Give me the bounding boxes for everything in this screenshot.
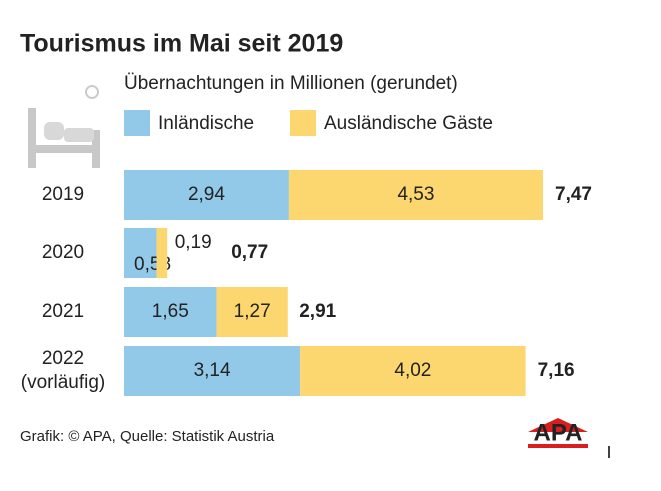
category-label: 2022 (vorläufig) [20, 348, 106, 393]
bar-segment [124, 346, 301, 396]
category-label: 2019 [41, 184, 85, 205]
bar-segment [300, 346, 526, 396]
legend-label: Inländische [158, 113, 254, 134]
bar-segment [288, 170, 543, 220]
value-label: 1,27 [234, 301, 271, 322]
legend-swatch [124, 110, 150, 136]
bed-icon [28, 85, 100, 168]
total-label: 2,91 [299, 301, 336, 322]
total-label: 7,16 [538, 360, 575, 381]
chart-subtitle: Übernachtungen in Millionen (gerundet) [124, 73, 458, 94]
total-label: 7,47 [555, 184, 592, 205]
category-label: 2021 [41, 301, 85, 322]
legend-label: Ausländische Gäste [324, 113, 493, 134]
bar-segment [124, 287, 217, 337]
value-label: 0,19 [175, 232, 212, 253]
value-label: 4,02 [394, 360, 431, 381]
value-label: 3,14 [194, 360, 231, 381]
bar-segment [124, 228, 157, 278]
logo-text: APA [534, 419, 583, 446]
source-note: Grafik: © APA, Quelle: Statistik Austria [20, 428, 275, 445]
value-label: 4,53 [397, 184, 434, 205]
category-label: 2020 [41, 242, 85, 263]
apa-logo: APA [528, 418, 588, 448]
value-label: 2,94 [188, 184, 225, 205]
value-label: 1,65 [152, 301, 189, 322]
bar-segment [124, 170, 289, 220]
chart-title: Tourismus im Mai seit 2019 [20, 30, 343, 58]
bar-segment [156, 228, 168, 278]
total-label: 0,77 [231, 242, 268, 263]
legend-swatch [290, 110, 316, 136]
bar-segment [216, 287, 288, 337]
